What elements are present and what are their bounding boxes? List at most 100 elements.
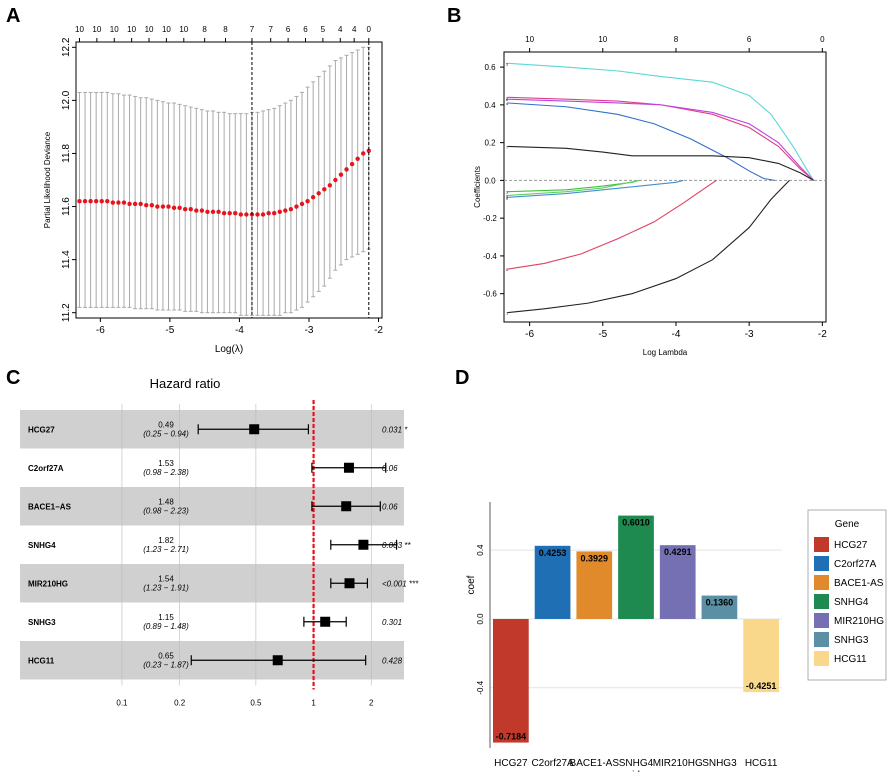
series-label: 3 <box>506 190 509 195</box>
data-point <box>82 199 88 204</box>
hr-marker <box>249 424 260 435</box>
series-label: 5 <box>506 61 509 66</box>
data-point <box>188 206 193 212</box>
top-tick-label: 10 <box>145 25 154 34</box>
panel-label-b: B <box>447 5 461 27</box>
top-tick-label: 10 <box>92 25 101 34</box>
data-point <box>233 210 238 216</box>
top-tick-label: 7 <box>250 25 255 34</box>
y-axis-title: coef <box>466 575 477 594</box>
data-point <box>110 200 116 205</box>
data-point <box>260 212 266 217</box>
x-tick-label: SNHG3 <box>702 758 737 769</box>
hr-marker <box>344 578 355 589</box>
series-label: 4 <box>506 101 509 106</box>
x-axis-title: id <box>632 770 640 772</box>
data-point <box>155 204 160 209</box>
y-tick-label: 12.0 <box>61 90 72 110</box>
bar-hcg11 <box>743 618 779 693</box>
y-tick-label: 0.0 <box>484 176 496 185</box>
ci-value: (0.98 − 2.38) <box>143 468 189 477</box>
hr-marker <box>341 501 352 512</box>
data-point <box>205 209 210 215</box>
data-point <box>294 204 299 209</box>
hr-value: 1.53 <box>158 459 174 468</box>
p-value: <0.001 *** <box>382 579 419 588</box>
plot-frame <box>75 41 383 319</box>
data-point <box>160 204 166 209</box>
x-axis-title: Log Lambda <box>643 348 688 357</box>
y-tick-label: 11.8 <box>61 144 72 163</box>
y-tick-label: -0.4 <box>483 252 497 261</box>
legend-swatch <box>814 651 829 666</box>
y-tick-label: -0.2 <box>483 214 497 223</box>
legend-entry: SNHG4 <box>834 597 869 608</box>
gene-label: C2orf27A <box>28 464 64 473</box>
top-tick-label: 10 <box>110 25 119 34</box>
bar-value-label: -0.4251 <box>746 681 777 691</box>
y-tick-label: 11.4 <box>61 250 72 269</box>
panel-label-d: D <box>455 367 469 389</box>
bar-mir210hg <box>659 545 696 619</box>
top-tick-label: 4 <box>352 25 357 34</box>
coef-path-3 <box>507 179 640 193</box>
data-point <box>310 195 316 200</box>
y-tick-label: 0.2 <box>484 139 496 148</box>
bar-value-label: 0.1360 <box>706 598 734 608</box>
hr-value: 1.54 <box>158 574 174 583</box>
coef-path-4 <box>507 102 775 181</box>
legend-swatch <box>814 537 829 552</box>
top-tick-label: 6 <box>286 25 291 34</box>
x-tick-label: -4 <box>672 329 681 340</box>
p-value: 0.06 <box>382 464 398 473</box>
x-tick-label: -4 <box>235 325 244 336</box>
top-tick-label: 7 <box>269 25 274 34</box>
p-value: 0.301 <box>382 618 402 627</box>
p-value: 0.003 ** <box>382 541 411 550</box>
data-point <box>116 200 121 205</box>
data-point <box>344 167 349 172</box>
top-tick-label: 4 <box>338 25 343 34</box>
data-point <box>144 203 149 208</box>
top-tick-label: 6 <box>303 25 308 34</box>
bar-value-label: 0.3929 <box>581 553 609 563</box>
panel-label-c: C <box>6 367 20 389</box>
x-tick-label: -6 <box>525 329 534 340</box>
data-point <box>299 201 305 207</box>
ci-value: (0.23 − 1.87) <box>143 660 189 669</box>
panel-a-cv-deviance-plot: -6 -5 -4 -3 -211.211.411.611.812.012.210 10 10… <box>43 25 383 355</box>
legend-entry: C2orf27A <box>834 559 877 570</box>
series-label: 8 <box>506 195 509 200</box>
y-tick-label: 0.4 <box>484 101 496 110</box>
series-label: 2 <box>506 95 509 100</box>
bar-bace1-as <box>576 551 613 619</box>
plot-frame <box>503 51 827 323</box>
coef-path-5 <box>507 62 815 181</box>
data-point <box>338 172 344 177</box>
x-tick-label: 1 <box>311 699 316 708</box>
bar-hcg27 <box>493 618 529 743</box>
data-point <box>316 191 321 196</box>
hr-marker <box>358 539 369 550</box>
data-point <box>288 206 294 212</box>
data-point <box>194 208 199 213</box>
x-tick-label: 0.1 <box>116 699 128 708</box>
coef-path-7 <box>507 145 814 181</box>
data-point <box>238 212 244 217</box>
data-point <box>244 212 249 217</box>
hr-value: 0.49 <box>158 420 174 429</box>
x-tick-label: -2 <box>374 325 383 336</box>
ci-value: (0.25 − 0.94) <box>143 429 189 438</box>
coef-path-1 <box>507 180 790 314</box>
top-tick-label: 10 <box>75 25 84 34</box>
x-tick-label: HCG27 <box>494 758 528 769</box>
data-point <box>149 203 155 208</box>
top-tick-label: 8 <box>223 25 228 34</box>
hr-value: 0.65 <box>158 651 174 660</box>
legend-swatch <box>814 594 829 609</box>
data-point <box>216 209 221 215</box>
ci-value: (1.23 − 1.91) <box>143 583 189 592</box>
data-point <box>177 205 182 211</box>
legend-swatch <box>814 613 829 628</box>
